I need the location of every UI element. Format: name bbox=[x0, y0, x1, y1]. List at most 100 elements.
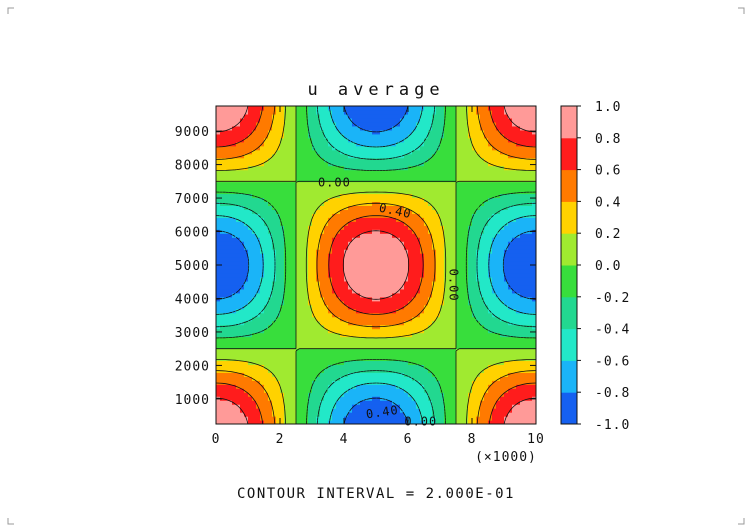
contour-cell bbox=[356, 209, 361, 214]
contour-cell bbox=[404, 288, 409, 294]
contour-cell bbox=[220, 245, 225, 250]
contour-cell bbox=[216, 280, 221, 286]
contour-cell bbox=[304, 193, 309, 199]
contour-cell bbox=[248, 161, 253, 167]
contour-cell bbox=[356, 249, 361, 254]
corner-mark bbox=[7, 7, 14, 14]
contour-cell bbox=[416, 261, 421, 266]
contour-cell bbox=[244, 308, 249, 314]
contour-cell bbox=[280, 193, 285, 199]
contour-cell bbox=[280, 380, 285, 385]
contour-cell bbox=[400, 217, 405, 222]
contour-cell bbox=[412, 165, 417, 171]
contour-cell bbox=[336, 352, 341, 358]
contour-cell bbox=[348, 145, 353, 151]
contour-cell bbox=[228, 145, 233, 151]
contour-cell bbox=[444, 384, 449, 389]
contour-cell bbox=[284, 384, 289, 389]
contour-cell bbox=[408, 272, 413, 278]
contour-cell bbox=[248, 165, 253, 171]
contour-cell bbox=[228, 396, 233, 401]
contour-cell bbox=[348, 268, 353, 274]
contour-cell bbox=[336, 153, 341, 159]
contour-cell bbox=[240, 376, 245, 381]
contour-cell bbox=[292, 121, 297, 127]
contour-cell bbox=[284, 117, 289, 123]
contour-cell bbox=[264, 137, 269, 143]
contour-cell bbox=[244, 364, 249, 369]
contour-cell bbox=[360, 185, 365, 191]
contour-cell bbox=[348, 253, 353, 258]
contour-cell bbox=[412, 125, 417, 131]
contour-cell bbox=[448, 368, 453, 373]
contour-cell bbox=[308, 420, 313, 424]
contour-cell bbox=[336, 233, 341, 238]
contour-cell bbox=[268, 173, 273, 179]
contour-cell bbox=[284, 352, 289, 358]
contour-cell bbox=[260, 352, 265, 358]
contour-cell bbox=[432, 173, 437, 179]
contour-cell bbox=[384, 304, 389, 310]
contour-cell bbox=[300, 368, 305, 373]
contour-cell bbox=[440, 404, 445, 409]
contour-cell bbox=[412, 149, 417, 155]
contour-cell bbox=[416, 364, 421, 369]
contour-cell bbox=[368, 161, 373, 167]
contour-cell bbox=[324, 328, 329, 334]
contour-cell bbox=[304, 408, 309, 413]
contour-cell bbox=[388, 416, 393, 421]
contour-cell bbox=[240, 129, 245, 135]
contour-cell bbox=[336, 372, 341, 377]
contour-cell bbox=[248, 173, 253, 179]
contour-cell bbox=[256, 384, 261, 389]
contour-cell bbox=[420, 221, 425, 226]
contour-cell bbox=[268, 106, 273, 111]
contour-cell bbox=[448, 137, 453, 143]
contour-cell bbox=[320, 145, 325, 151]
contour-cell bbox=[400, 288, 405, 294]
contour-cell bbox=[244, 312, 249, 318]
contour-cell bbox=[360, 396, 365, 401]
contour-cell bbox=[436, 284, 441, 290]
contour-cell bbox=[428, 125, 433, 131]
contour-cell bbox=[256, 109, 261, 115]
contour-cell bbox=[296, 209, 301, 214]
contour-cell bbox=[292, 117, 297, 123]
contour-cell bbox=[460, 420, 465, 424]
contour-cell bbox=[388, 376, 393, 381]
contour-cell bbox=[336, 189, 341, 195]
contour-cell bbox=[328, 300, 333, 306]
contour-cell bbox=[384, 249, 389, 254]
contour-cell bbox=[428, 185, 433, 191]
contour-cell bbox=[380, 257, 385, 262]
contour-cell bbox=[396, 193, 401, 199]
contour-cell bbox=[260, 237, 265, 242]
contour-cell bbox=[260, 185, 265, 191]
contour-cell bbox=[368, 169, 373, 175]
contour-cell bbox=[256, 217, 261, 222]
contour-cell bbox=[240, 288, 245, 294]
contour-cell bbox=[456, 197, 461, 202]
contour-cell bbox=[364, 340, 369, 346]
contour-cell bbox=[312, 257, 317, 262]
contour-cell bbox=[324, 165, 329, 171]
contour-cell bbox=[296, 173, 301, 179]
contour-cell bbox=[248, 261, 253, 266]
contour-cell bbox=[428, 352, 433, 358]
contour-cell bbox=[292, 324, 297, 330]
contour-cell bbox=[304, 189, 309, 195]
contour-cell bbox=[244, 396, 249, 401]
contour-cell bbox=[344, 292, 349, 298]
contour-cell bbox=[280, 336, 285, 342]
contour-cell bbox=[240, 209, 245, 214]
contour-cell bbox=[220, 121, 225, 127]
contour-cell bbox=[292, 348, 297, 354]
contour-cell bbox=[268, 356, 273, 362]
contour-cell bbox=[236, 340, 241, 346]
contour-cell bbox=[260, 276, 265, 282]
contour-cell bbox=[432, 221, 437, 226]
contour-cell bbox=[312, 336, 317, 342]
contour-cell bbox=[276, 300, 281, 306]
contour-cell bbox=[372, 336, 377, 342]
contour-cell bbox=[440, 344, 445, 350]
